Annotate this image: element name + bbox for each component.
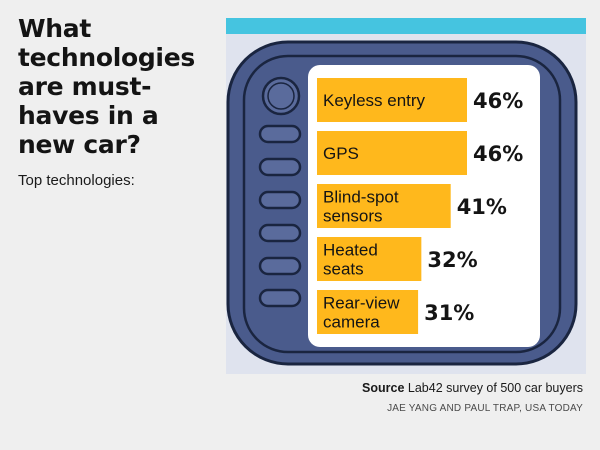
dashboard-button-3 — [258, 190, 302, 210]
subhead: Top technologies: — [18, 172, 135, 189]
source-label: Source — [362, 381, 405, 395]
bar-1 — [317, 78, 467, 122]
bar-5 — [317, 290, 419, 334]
bar-3 — [317, 184, 451, 228]
car-dashboard-graphic: Keyless entry 46% GPS 46% Blind-spot sensors 4… — [226, 18, 586, 374]
knob-inner-ring — [267, 82, 295, 110]
bar-value-4: 32% — [427, 248, 477, 272]
bar-4 — [317, 237, 422, 281]
dashboard-button-4 — [258, 223, 302, 243]
dashboard-button-1 — [258, 124, 302, 144]
headline: What technologies are must-haves in a ne… — [18, 14, 195, 159]
source-line: Source Lab42 survey of 500 car buyers — [362, 381, 583, 395]
credit-line: JAE YANG AND PAUL TRAP, USA TODAY — [387, 403, 583, 414]
bar-value-1: 46% — [473, 89, 523, 113]
dashboard-button-5 — [258, 256, 302, 276]
bar-label-1: Keyless entry — [323, 91, 426, 110]
dashboard-button-2 — [258, 157, 302, 177]
bar-value-3: 41% — [457, 195, 507, 219]
bar-label-4: Heated seats — [323, 241, 378, 279]
bars-group: Keyless entry 46% GPS 46% Blind-spot sensors 4… — [317, 78, 523, 334]
panel-top-stripe — [226, 18, 586, 34]
dashboard-button-6 — [258, 288, 302, 308]
dashboard-inner-frame — [242, 54, 562, 354]
bar-label-5: Rear-view camera — [323, 294, 400, 332]
source-text: Lab42 survey of 500 car buyers — [404, 381, 583, 395]
bar-value-5: 31% — [424, 301, 474, 325]
bar-2 — [317, 131, 467, 175]
bar-label-3: Blind-spot sensors — [323, 188, 399, 226]
bar-label-2: GPS — [323, 144, 359, 163]
bar-value-2: 46% — [473, 142, 523, 166]
